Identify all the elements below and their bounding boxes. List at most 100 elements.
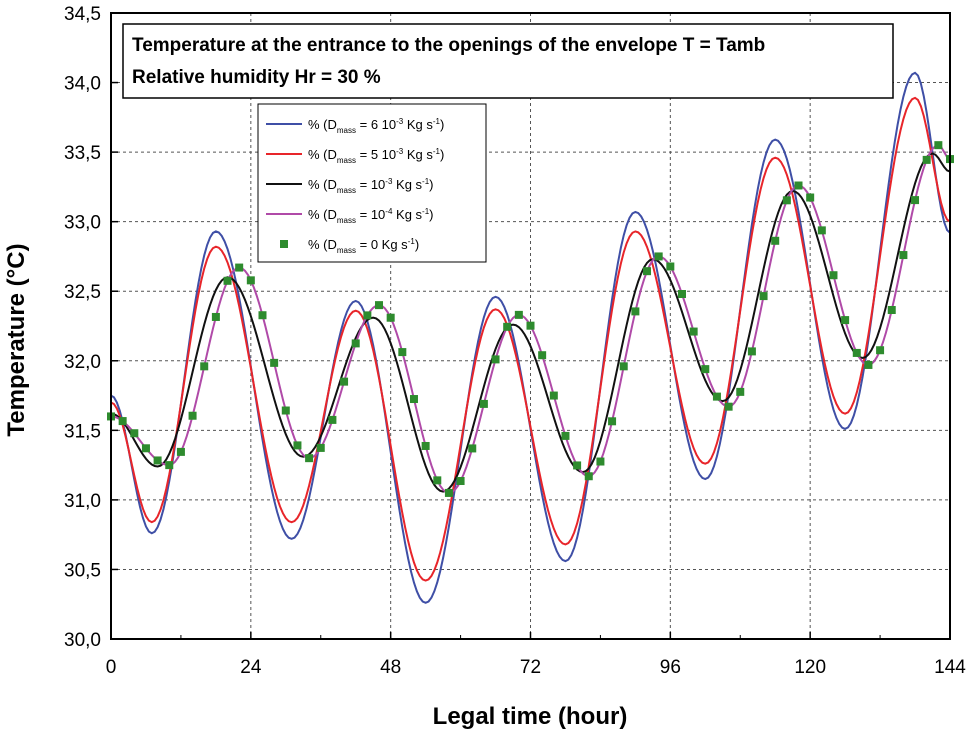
series-marker <box>211 312 220 321</box>
series-marker <box>911 196 920 205</box>
x-tick-label: 0 <box>106 657 117 678</box>
series-marker <box>736 387 745 396</box>
series-marker <box>456 477 465 486</box>
series-group <box>107 71 954 604</box>
legend-entries: % (Dmass = 6 10-3 Kg s-1) % (Dmass = 5 10… <box>266 117 444 255</box>
y-tick-label: 32,5 <box>64 282 101 303</box>
x-tick-label: 48 <box>380 657 401 678</box>
series-marker <box>398 348 407 357</box>
series-marker <box>316 443 325 452</box>
series-marker <box>363 311 372 320</box>
series-marker <box>841 316 850 325</box>
series-marker <box>899 251 908 260</box>
series-marker <box>806 193 815 202</box>
series-marker <box>689 327 698 336</box>
series-marker <box>677 290 686 298</box>
series-marker <box>596 457 605 466</box>
series-marker <box>934 141 943 150</box>
series-marker <box>631 307 640 316</box>
series-marker <box>573 461 582 470</box>
series-marker <box>829 271 838 280</box>
series-marker <box>293 441 302 450</box>
series-marker <box>759 292 768 301</box>
series-marker <box>549 391 558 400</box>
series-marker <box>782 196 791 205</box>
series-marker <box>305 454 314 463</box>
series-marker <box>444 488 453 497</box>
x-tick-label: 96 <box>660 657 681 678</box>
series-marker <box>887 306 896 314</box>
series-marker <box>270 358 279 367</box>
series-marker <box>165 461 174 470</box>
info-line-1: Temperature at the entrance to the openi… <box>132 35 765 56</box>
x-tick-label: 120 <box>794 657 826 678</box>
y-tick-label: 33,5 <box>64 143 101 164</box>
series-marker <box>118 417 127 426</box>
series-marker <box>258 311 267 320</box>
legend-label: % (Dmass = 10-4 Kg s-1) <box>308 207 434 225</box>
x-tick-label: 144 <box>934 657 966 678</box>
series-line-3 <box>110 152 951 493</box>
series-marker <box>701 365 710 374</box>
series-marker <box>643 267 652 276</box>
series-marker <box>619 362 628 371</box>
series-marker <box>281 406 290 415</box>
series-marker <box>421 441 430 450</box>
series-marker <box>864 360 873 369</box>
series-marker <box>794 181 803 190</box>
y-tick-label: 30,5 <box>64 560 101 581</box>
series-marker <box>584 472 593 481</box>
series-marker <box>747 347 756 356</box>
legend-label: % (Dmass = 6 10-3 Kg s-1) <box>308 117 444 135</box>
y-tick-label: 34,5 <box>64 4 101 25</box>
series-marker <box>375 301 384 310</box>
y-tick-label: 34,0 <box>64 74 101 95</box>
series-marker <box>561 431 570 440</box>
legend-label: % (Dmass = 10-3 Kg s-1) <box>308 177 434 195</box>
y-tick-label: 30,0 <box>64 630 101 651</box>
series-marker <box>141 444 150 453</box>
series-line-2 <box>110 96 951 582</box>
x-tick-label: 72 <box>520 657 541 678</box>
legend-label: % (Dmass = 0 Kg s-1) <box>308 237 419 255</box>
y-tick-label: 31,0 <box>64 491 101 512</box>
series-marker <box>188 411 197 420</box>
series-marker <box>351 339 360 348</box>
series-marker <box>922 155 931 164</box>
series-marker <box>712 392 721 401</box>
series-marker <box>538 351 547 360</box>
x-axis-title: Legal time (hour) <box>433 703 628 730</box>
legend-label: % (Dmass = 5 10-3 Kg s-1) <box>308 147 444 165</box>
x-tick-label: 24 <box>240 657 262 678</box>
series-marker <box>200 362 209 371</box>
series-marker <box>246 276 255 285</box>
series-marker <box>817 226 826 235</box>
series-marker <box>526 321 535 330</box>
tick-marks <box>110 12 951 640</box>
tick-labels: 0 24 48 72 96 120 144 30,0 30,5 31,0 31,5 32,0 32,5 3… <box>64 4 966 678</box>
series-marker <box>153 456 162 465</box>
series-marker <box>235 263 244 272</box>
series-marker <box>491 355 500 364</box>
series-marker <box>852 348 861 357</box>
y-tick-label: 32,0 <box>64 352 101 373</box>
series-marker <box>503 322 512 331</box>
series-marker <box>328 415 337 424</box>
series-marker <box>176 447 185 456</box>
series-marker <box>468 444 477 453</box>
series-marker <box>479 399 488 408</box>
series-marker <box>409 395 418 404</box>
series-marker <box>433 476 442 485</box>
series-marker <box>514 310 523 319</box>
series-marker <box>386 313 395 322</box>
series-marker <box>340 377 349 386</box>
series-marker <box>608 417 617 426</box>
y-tick-label: 31,5 <box>64 421 101 442</box>
y-axis-title: Temperature (°C) <box>3 243 30 436</box>
series-marker <box>130 429 139 438</box>
legend-swatch <box>280 240 288 248</box>
info-box <box>122 23 894 99</box>
series-marker <box>876 346 885 355</box>
y-tick-label: 33,0 <box>64 213 101 234</box>
